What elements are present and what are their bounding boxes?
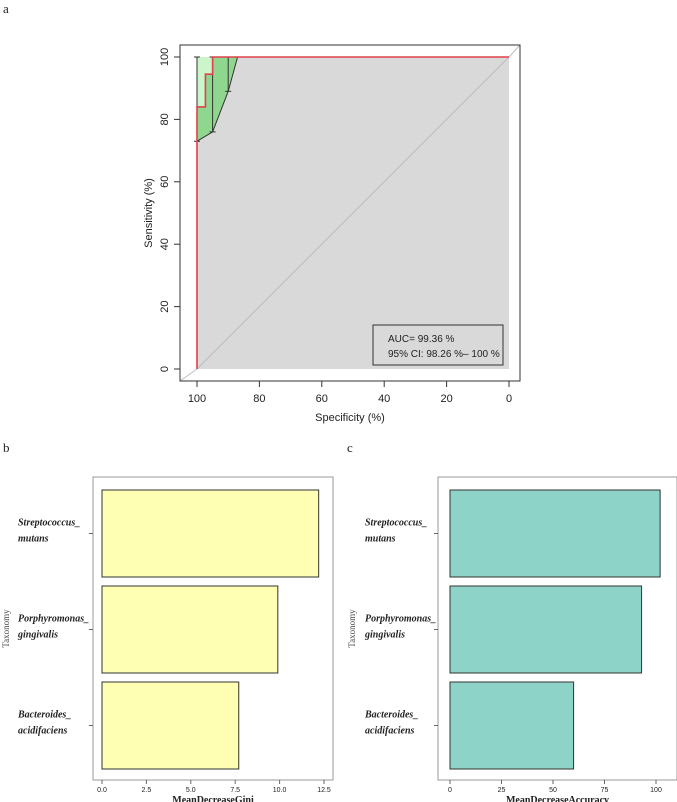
roc-chart: 100 80 60 40 20 0 0 20 40 60 80 100 Specificity (%) S… [143,44,521,424]
x-tick-label: 0.0 [97,787,107,794]
y-tick-label: 60 [159,176,171,188]
panel-label-a: a [3,1,9,16]
category-label-line2: gingivalis [17,630,58,641]
bar [101,489,320,578]
x-tick-label: 20 [440,393,452,405]
x-tick-label: 12.5 [317,787,331,794]
bar [101,681,240,770]
x-tick-label: 0 [448,787,452,794]
x-tick-label: 60 [316,393,328,405]
category-label-line1: Porphyromonas_ [365,614,436,625]
x-tick-label: 75 [601,787,609,794]
category-label-line1: Bacteroides_ [17,710,71,721]
y-tick-label: 100 [159,48,171,66]
annotation-text: AUC= 99.36 % [388,334,455,345]
x-tick-label: 100 [188,393,206,405]
annotation-box [372,324,504,366]
x-axis-label: MeanDecreaseAccuracy [506,795,609,802]
plot-frame [437,476,677,781]
annotation-text: 95% CI: 98.26 %– 100 % [388,349,500,360]
x-axis-label: Specificity (%) [315,412,385,424]
category-label-line2: acidifaciens [365,726,415,737]
category-label-line2: acidifaciens [18,726,68,737]
category-label-line1: Porphyromonas_ [18,614,89,625]
bar [449,489,661,578]
y-tick-label: 40 [159,238,171,250]
y-axis-label: Taxonomy [1,609,11,648]
x-tick-label: 0 [506,393,512,405]
y-tick-label: 0 [159,366,171,372]
x-tick-label: 40 [378,393,390,405]
reference-line [196,56,510,370]
bar [449,681,575,770]
category-label-line1: Streptococcus_ [365,518,427,529]
panel-label-b: b [3,440,10,455]
y-axis-label: Taxonomy [347,609,357,648]
roc-curve [196,56,509,369]
category-label-line1: Streptococcus_ [18,518,80,529]
x-tick-label: 50 [549,787,557,794]
category-label-line2: mutans [18,534,49,545]
x-tick-label: 10.0 [273,787,287,794]
bar [101,585,279,674]
x-tick-label: 100 [650,787,662,794]
accuracy-bar-chart: Streptococcus_mutans Porphyromonas_gingiv… [347,476,677,802]
y-axis-label: Sensitivity (%) [143,178,155,248]
x-axis-label: MeanDecreaseGini [172,795,254,802]
panel-label-c: c [347,440,353,455]
plot-frame [92,476,334,781]
category-label-line1: Bacteroides_ [364,710,418,721]
x-tick-label: 80 [253,393,265,405]
reference-line-ext-high [508,44,521,58]
x-tick-label: 7.5 [230,787,240,794]
x-tick-label: 5.0 [186,787,196,794]
bar [449,585,643,674]
y-tick-label: 20 [159,300,171,312]
y-tick-label: 80 [159,113,171,125]
category-label-line2: gingivalis [364,630,405,641]
x-tick-label: 2.5 [142,787,152,794]
reference-line-ext-low [179,368,198,382]
ci-lower-line [196,56,239,142]
x-tick-label: 25 [498,787,506,794]
ci-band [197,57,238,142]
gini-bar-chart: Streptococcus_mutans Porphyromonas_gingiv… [1,476,334,802]
plot-frame [179,44,521,382]
category-label-line2: mutans [365,534,396,545]
